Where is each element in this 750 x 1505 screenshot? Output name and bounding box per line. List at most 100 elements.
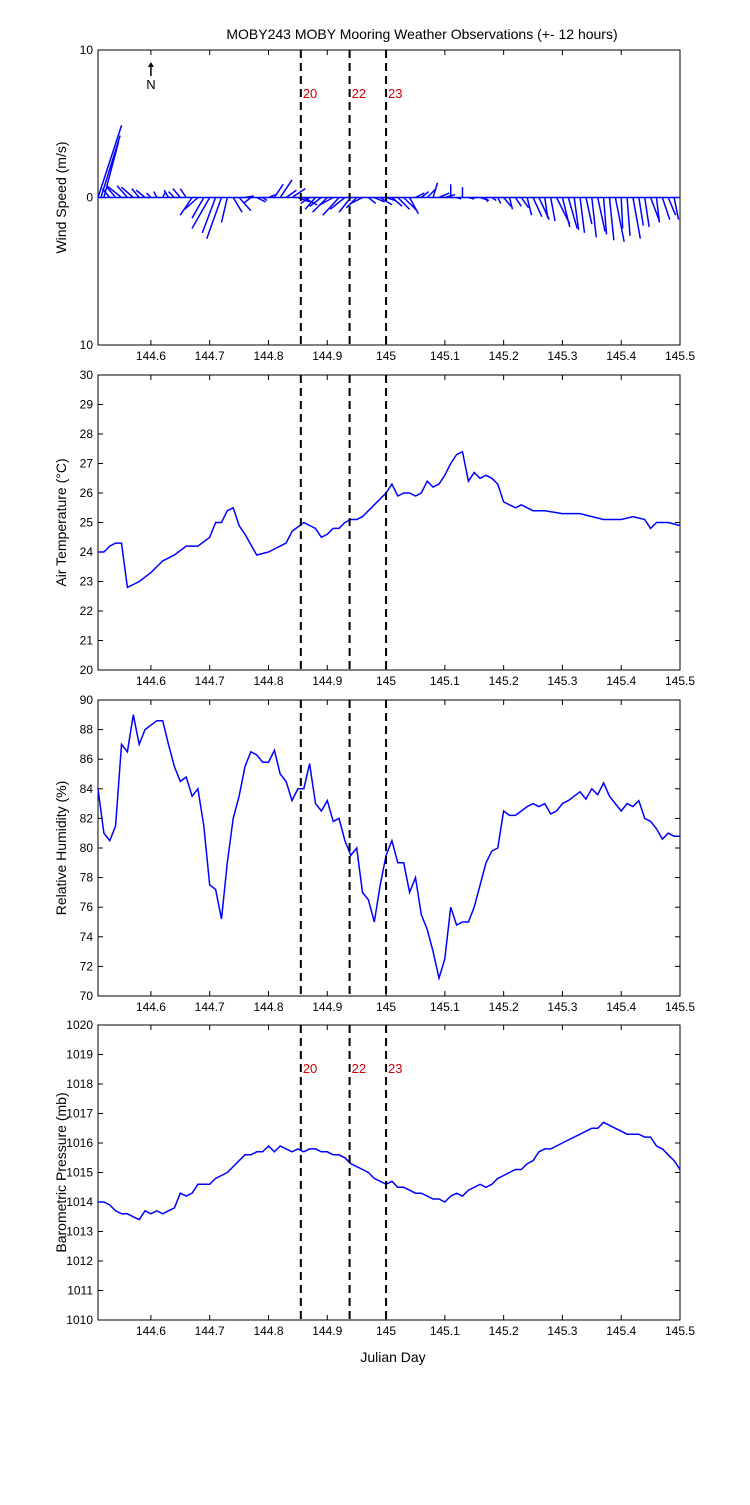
- wind-stick: [303, 196, 318, 206]
- wind-stick: [262, 196, 268, 202]
- panel-4: 144.6 144.7 144.8 144.9 145 145.1 145.2 145.3 14…: [53, 1018, 695, 1338]
- wind-stick: [649, 197, 661, 222]
- wind-stick: [273, 183, 284, 198]
- y-tick-label: 27: [80, 457, 94, 471]
- wind-stick: [106, 185, 122, 199]
- y-tick-label: 1016: [66, 1136, 93, 1150]
- y-tick-label: 26: [80, 486, 94, 500]
- wind-stick: [620, 197, 624, 229]
- y-tick-label: 24: [80, 545, 94, 559]
- chart-title: MOBY243 MOBY Mooring Weather Observation…: [226, 26, 617, 42]
- wind-stick: [379, 196, 393, 206]
- x-tick-label: 145.3: [547, 349, 577, 363]
- x-tick-label: 144.9: [312, 674, 342, 688]
- wind-stick: [163, 189, 170, 198]
- y-tick-label: 10: [80, 338, 94, 352]
- wind-stick: [626, 197, 631, 236]
- wind-stick: [367, 196, 377, 204]
- event-marker-label: 23: [388, 1061, 402, 1076]
- wind-stick: [279, 179, 293, 198]
- wind-stick: [526, 197, 533, 216]
- x-tick-label: 145: [376, 674, 396, 688]
- x-tick-label: 144.7: [195, 674, 225, 688]
- wind-stick: [438, 192, 450, 199]
- wind-stick: [520, 197, 530, 209]
- north-arrowhead-icon: [147, 62, 154, 67]
- wind-stick: [567, 197, 578, 229]
- wind-stick: [638, 197, 645, 226]
- wind-stick: [135, 189, 146, 199]
- wind-stick: [232, 197, 243, 213]
- axes-box: [97, 374, 681, 671]
- x-tick-label: 145.2: [489, 1000, 519, 1014]
- wind-stick: [145, 192, 152, 199]
- y-tick-label: 90: [80, 693, 94, 707]
- wind-stick: [532, 197, 543, 217]
- y-tick-label: 1011: [67, 1284, 93, 1298]
- x-tick-label: 145.5: [665, 1324, 695, 1338]
- wind-stick: [608, 197, 615, 241]
- y-tick-label: 22: [80, 604, 94, 618]
- y-tick-label: 1020: [66, 1018, 93, 1032]
- x-tick-label: 144.6: [136, 1324, 166, 1338]
- x-tick-label: 145: [376, 349, 396, 363]
- x-tick-label: 144.6: [136, 349, 166, 363]
- y-tick-label: 23: [80, 575, 94, 589]
- y-tick-label: 78: [80, 871, 94, 885]
- wind-stick: [106, 186, 117, 198]
- x-tick-label: 144.9: [312, 349, 342, 363]
- wind-stick: [97, 124, 123, 198]
- wind-stick: [391, 196, 403, 207]
- wind-stick: [544, 197, 549, 219]
- wind-stick: [291, 188, 306, 199]
- wind-stick: [632, 197, 642, 239]
- x-tick-label: 144.6: [136, 1000, 166, 1014]
- wind-stick: [661, 197, 671, 220]
- x-tick-label: 145.1: [430, 349, 460, 363]
- wind-stick: [408, 197, 420, 215]
- event-marker-label: 20: [303, 86, 317, 101]
- y-axis-label: Barometric Pressure (mb): [53, 1092, 69, 1252]
- wind-stick: [508, 197, 514, 210]
- y-tick-label: 82: [80, 811, 94, 825]
- data-line: [97, 714, 680, 982]
- wind-stick: [172, 188, 181, 198]
- wind-stick: [468, 196, 475, 200]
- wind-stick: [116, 185, 128, 198]
- x-tick-label: 145.4: [606, 674, 636, 688]
- event-marker-label: 22: [352, 1061, 366, 1076]
- x-axis-label: Julian Day: [360, 1349, 425, 1365]
- x-tick-label: 145.2: [489, 1324, 519, 1338]
- x-tick-label: 145.4: [606, 1324, 636, 1338]
- y-tick-label: 1012: [66, 1254, 93, 1268]
- x-tick-label: 145.2: [489, 349, 519, 363]
- x-tick-label: 144.8: [253, 349, 283, 363]
- x-tick-label: 145.1: [430, 674, 460, 688]
- x-tick-label: 145.4: [606, 1000, 636, 1014]
- x-tick-label: 145.1: [430, 1324, 460, 1338]
- wind-stick: [591, 197, 597, 238]
- x-tick-label: 144.9: [312, 1000, 342, 1014]
- wind-stick: [585, 197, 593, 225]
- wind-stick: [415, 192, 425, 199]
- y-axis-label: Relative Humidity (%): [53, 781, 69, 916]
- wind-stick: [120, 186, 134, 199]
- north-label: N: [146, 77, 155, 92]
- y-tick-label: 0: [86, 191, 93, 205]
- y-tick-label: 21: [80, 634, 94, 648]
- wind-stick: [179, 188, 187, 198]
- x-tick-label: 144.7: [195, 349, 225, 363]
- wind-stick: [191, 197, 205, 219]
- y-tick-label: 1019: [66, 1048, 93, 1062]
- wind-stick: [561, 197, 571, 228]
- x-tick-label: 145.5: [665, 349, 695, 363]
- x-tick-label: 145.2: [489, 674, 519, 688]
- wind-stick: [573, 197, 580, 231]
- y-tick-label: 70: [80, 989, 94, 1003]
- wind-stick: [491, 196, 497, 202]
- wind-stick: [319, 196, 334, 206]
- y-axis-label: Air Temperature (°C): [53, 458, 69, 586]
- wind-stick: [256, 196, 266, 203]
- wind-stick: [201, 197, 217, 234]
